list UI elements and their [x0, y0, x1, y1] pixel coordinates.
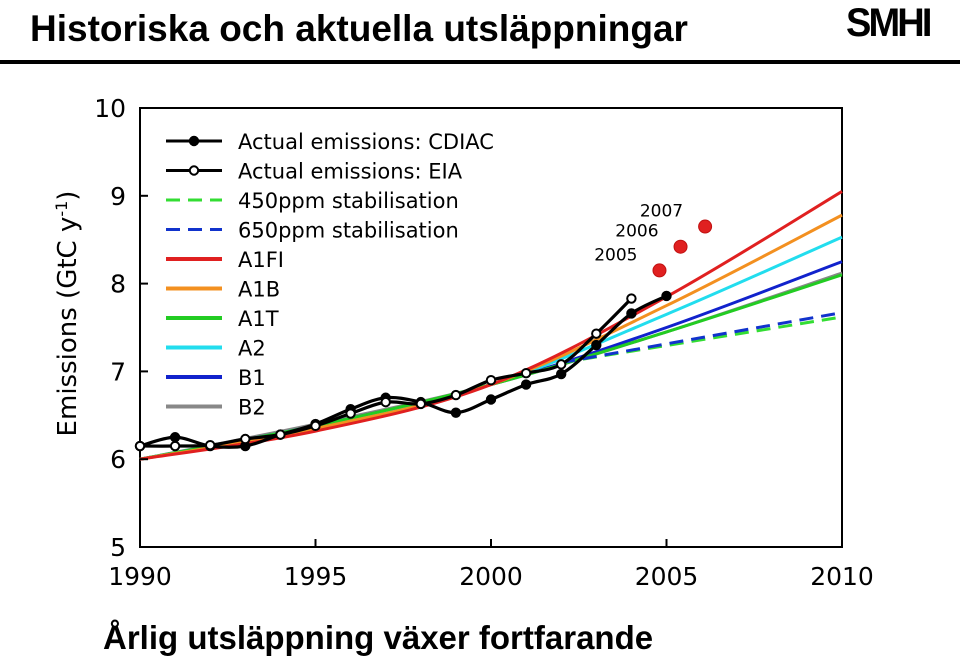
data-point-actual-emissions-cdiac-2000 [485, 394, 497, 405]
series-line-650ppm-stabilisation [560, 311, 843, 365]
data-point-actual-emissions-cdiac-2005 [661, 290, 672, 302]
data-point-actual-emissions-cdiac-1991 [169, 432, 181, 443]
highlight-point-2007 [698, 219, 713, 234]
smhi-logo: SMHI [846, 1, 932, 45]
data-point-actual-emissions-eia-2000 [485, 374, 497, 386]
data-point-actual-emissions-eia-1999 [450, 389, 462, 401]
y-tick-label-6: 6 [110, 445, 126, 474]
x-tick-label-2000: 2000 [459, 562, 523, 591]
data-point-actual-emissions-eia-1992 [205, 439, 216, 451]
slide-title: Historiska och aktuella utsläppningar [30, 8, 688, 49]
legend-label-b2: B2 [238, 396, 266, 420]
legend-label-450ppm-stabilisation: 450ppm stabilisation [238, 189, 459, 213]
y-tick-label-9: 9 [110, 182, 126, 211]
data-point-actual-emissions-eia-1995 [310, 420, 321, 432]
y-axis-label: Emissions (GtC y-1) [52, 191, 83, 437]
data-point-actual-emissions-cdiac-2002 [556, 368, 567, 380]
x-tick-label-1990: 1990 [108, 562, 172, 591]
legend-label-650ppm-stabilisation: 650ppm stabilisation [238, 219, 459, 243]
legend-label-actual-emissions-cdiac: Actual emissions: CDIAC [238, 130, 494, 154]
series-line-actual-emissions-cdiac [139, 294, 668, 449]
data-point-actual-emissions-eia-1998 [415, 398, 426, 410]
data-point-actual-emissions-eia-2004 [626, 293, 637, 304]
legend-label-actual-emissions-eia: Actual emissions: EIA [238, 160, 463, 184]
highlight-point-2006 [673, 239, 688, 254]
data-point-actual-emissions-eia-1993 [240, 433, 251, 445]
data-point-actual-emissions-eia-2002 [556, 359, 567, 370]
legend-label-b1: B1 [238, 366, 266, 390]
legend-label-a1t: A1T [238, 307, 279, 331]
data-point-actual-emissions-eia-1990 [134, 440, 146, 452]
slide-subtitle: Årlig utsläppning växer fortfarande [103, 619, 654, 656]
data-point-actual-emissions-eia-2003 [591, 328, 602, 339]
data-point-actual-emissions-eia-1997 [380, 396, 391, 408]
title-divider [0, 60, 960, 64]
legend: Actual emissions: CDIAC Actual emissions:… [166, 130, 494, 420]
highlight-label-2005: 2005 [594, 245, 637, 265]
y-tick-label-10: 10 [94, 94, 126, 123]
data-point-actual-emissions-cdiac-2001 [520, 379, 532, 390]
data-point-actual-emissions-eia-2001 [520, 367, 532, 379]
actual-emission-lines [134, 290, 672, 452]
data-point-actual-emissions-cdiac-2003 [591, 339, 602, 351]
highlight-point-2005 [652, 263, 667, 278]
legend-marker-actual-emissions-eia [188, 165, 200, 176]
x-tick-label-2005: 2005 [635, 562, 699, 591]
legend-label-a1b: A1B [238, 278, 280, 302]
data-point-actual-emissions-eia-1996 [345, 408, 356, 419]
legend-marker-actual-emissions-cdiac [188, 135, 200, 147]
legend-label-a1fi: A1FI [238, 248, 284, 272]
y-tick-label-7: 7 [110, 357, 126, 386]
data-point-actual-emissions-cdiac-1999 [450, 407, 462, 418]
x-tick-label-2010: 2010 [810, 562, 874, 591]
highlight-label-2006: 2006 [615, 222, 658, 242]
axes: 1990 1995 2000 2005 2010 5 6 7 8 9 10 [94, 94, 874, 591]
highlight-label-2007: 2007 [640, 202, 683, 222]
data-point-actual-emissions-eia-1991 [169, 440, 181, 452]
y-tick-label-8: 8 [110, 270, 126, 299]
y-tick-label-5: 5 [110, 533, 126, 562]
data-point-actual-emissions-cdiac-2004 [626, 308, 637, 319]
legend-label-a2: A2 [238, 337, 266, 361]
x-tick-label-1995: 1995 [284, 562, 348, 591]
data-point-actual-emissions-eia-1994 [275, 429, 286, 440]
